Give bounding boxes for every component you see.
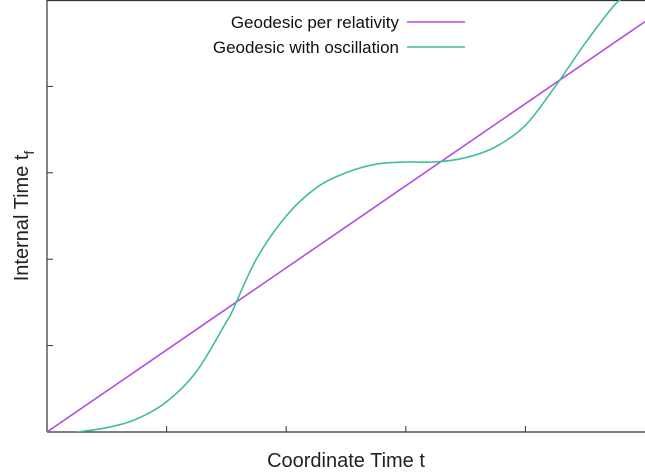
axes [46,0,645,433]
series-line-1 [76,0,622,432]
y-axis-label-main: Internal Time t [11,154,33,281]
legend-label-0: Geodesic per relativity [231,13,400,32]
ticks [47,85,526,432]
series-line-0 [47,20,645,432]
y-axis-label-subscript: f [21,151,37,155]
legend-label-1: Geodesic with oscillation [213,38,399,57]
y-axis-label: Internal Time tf [11,151,37,282]
series-layer [47,0,645,432]
legend: Geodesic per relativity Geodesic with osc… [213,13,465,57]
x-axis-label: Coordinate Time t [267,450,425,472]
